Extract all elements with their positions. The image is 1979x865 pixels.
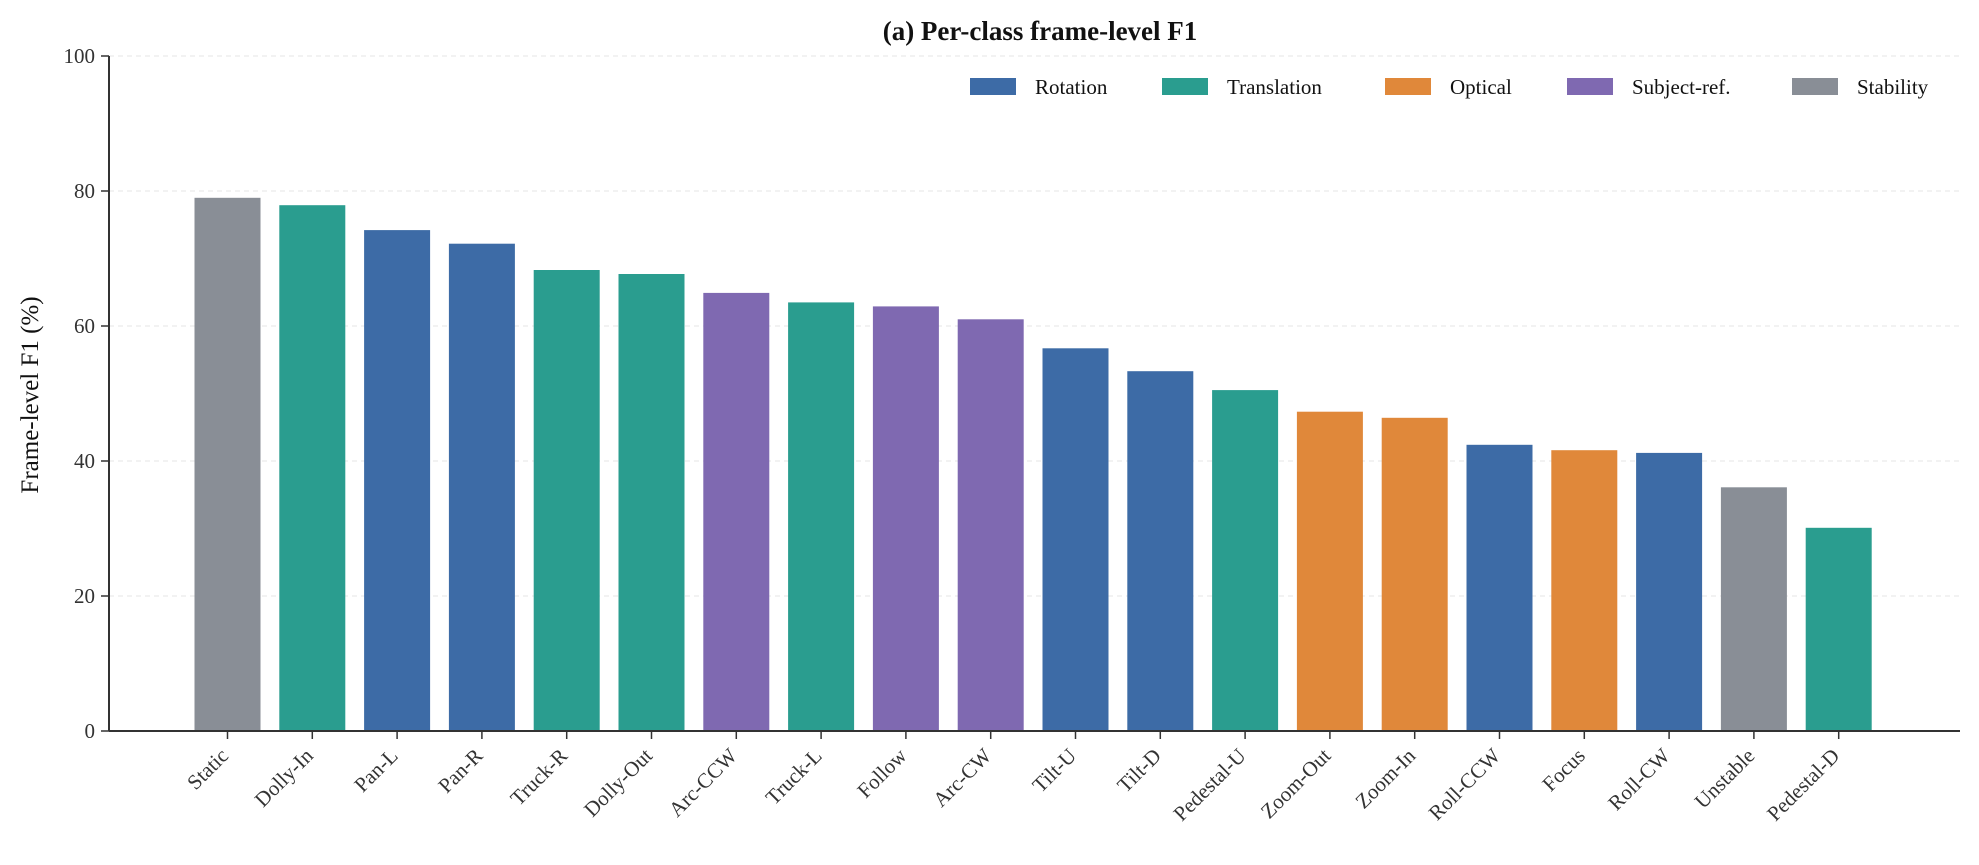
x-tick-label: Dolly-Out: [579, 743, 657, 821]
x-tick-label: Arc-CCW: [664, 743, 742, 821]
legend-swatch: [970, 78, 1016, 95]
legend-swatch: [1162, 78, 1208, 95]
x-ticks: Static Dolly-In Pan-L Pan-R Truck-R Dolly-Out…: [182, 731, 1844, 826]
bar-zoom-out: [1296, 411, 1363, 731]
bar-dolly-in: [279, 205, 346, 731]
bar-roll-cw: [1636, 452, 1703, 731]
x-tick-label: Truck-L: [761, 744, 827, 810]
y-tick-label: 100: [64, 44, 96, 68]
axes: [108, 56, 1960, 732]
legend-label: Optical: [1450, 75, 1512, 99]
bar-truck-r: [533, 270, 600, 731]
x-tick-label: Zoom-In: [1350, 743, 1420, 813]
legend-label: Translation: [1227, 75, 1322, 99]
legend-label: Stability: [1857, 75, 1929, 99]
legend-swatch: [1385, 78, 1431, 95]
bar-arc-cw: [957, 319, 1024, 732]
bar-tilt-u: [1042, 348, 1109, 731]
bar-dolly-out: [618, 274, 685, 731]
bar-tilt-d: [1127, 371, 1194, 731]
legend-label: Rotation: [1035, 75, 1108, 99]
y-tick-label: 0: [85, 719, 96, 743]
y-tick-label: 80: [74, 179, 95, 203]
x-tick-label: Follow: [852, 743, 912, 803]
legend-swatch: [1567, 78, 1613, 95]
x-tick-label: Pedestal-D: [1762, 744, 1844, 826]
bar-truck-l: [788, 302, 855, 731]
x-tick-label: Tilt-D: [1112, 744, 1166, 798]
x-tick-label: Dolly-In: [250, 743, 318, 811]
chart-title: (a) Per-class frame-level F1: [883, 16, 1198, 46]
y-tick-label: 60: [74, 314, 95, 338]
bar-roll-ccw: [1466, 444, 1533, 731]
bar-pan-l: [364, 230, 431, 731]
x-tick-label: Roll-CW: [1603, 743, 1675, 815]
bar-pedestal-d: [1805, 527, 1872, 731]
x-tick-label: Pan-R: [433, 744, 487, 798]
bar-focus: [1551, 450, 1618, 731]
bar-zoom-in: [1381, 417, 1448, 731]
bar-static: [194, 197, 261, 732]
x-tick-label: Pedestal-U: [1169, 744, 1251, 826]
y-ticks: 0 20 40 60 80 100: [64, 44, 109, 743]
x-tick-label: Focus: [1537, 744, 1589, 796]
bar-pedestal-u: [1212, 390, 1279, 731]
y-axis-label: Frame-level F1 (%): [17, 296, 44, 493]
x-tick-label: Truck-R: [505, 744, 572, 811]
bar-follow: [872, 306, 939, 731]
legend: Rotation Translation Optical Subject-ref. St…: [970, 75, 1929, 99]
legend-label: Subject-ref.: [1632, 75, 1731, 99]
legend-swatch: [1792, 78, 1838, 95]
x-tick-label: Arc-CW: [928, 743, 996, 811]
y-tick-label: 40: [74, 449, 95, 473]
bar-pan-r: [448, 243, 515, 731]
x-tick-label: Unstable: [1690, 744, 1760, 814]
bar-arc-ccw: [703, 292, 770, 731]
y-tick-label: 20: [74, 584, 95, 608]
x-tick-label: Pan-L: [349, 744, 402, 797]
x-tick-label: Zoom-Out: [1256, 743, 1336, 823]
x-tick-label: Roll-CCW: [1424, 743, 1505, 824]
bar-unstable: [1720, 487, 1787, 731]
x-tick-label: Static: [182, 744, 233, 795]
x-tick-label: Tilt-U: [1027, 744, 1081, 798]
bars: [194, 197, 1872, 732]
